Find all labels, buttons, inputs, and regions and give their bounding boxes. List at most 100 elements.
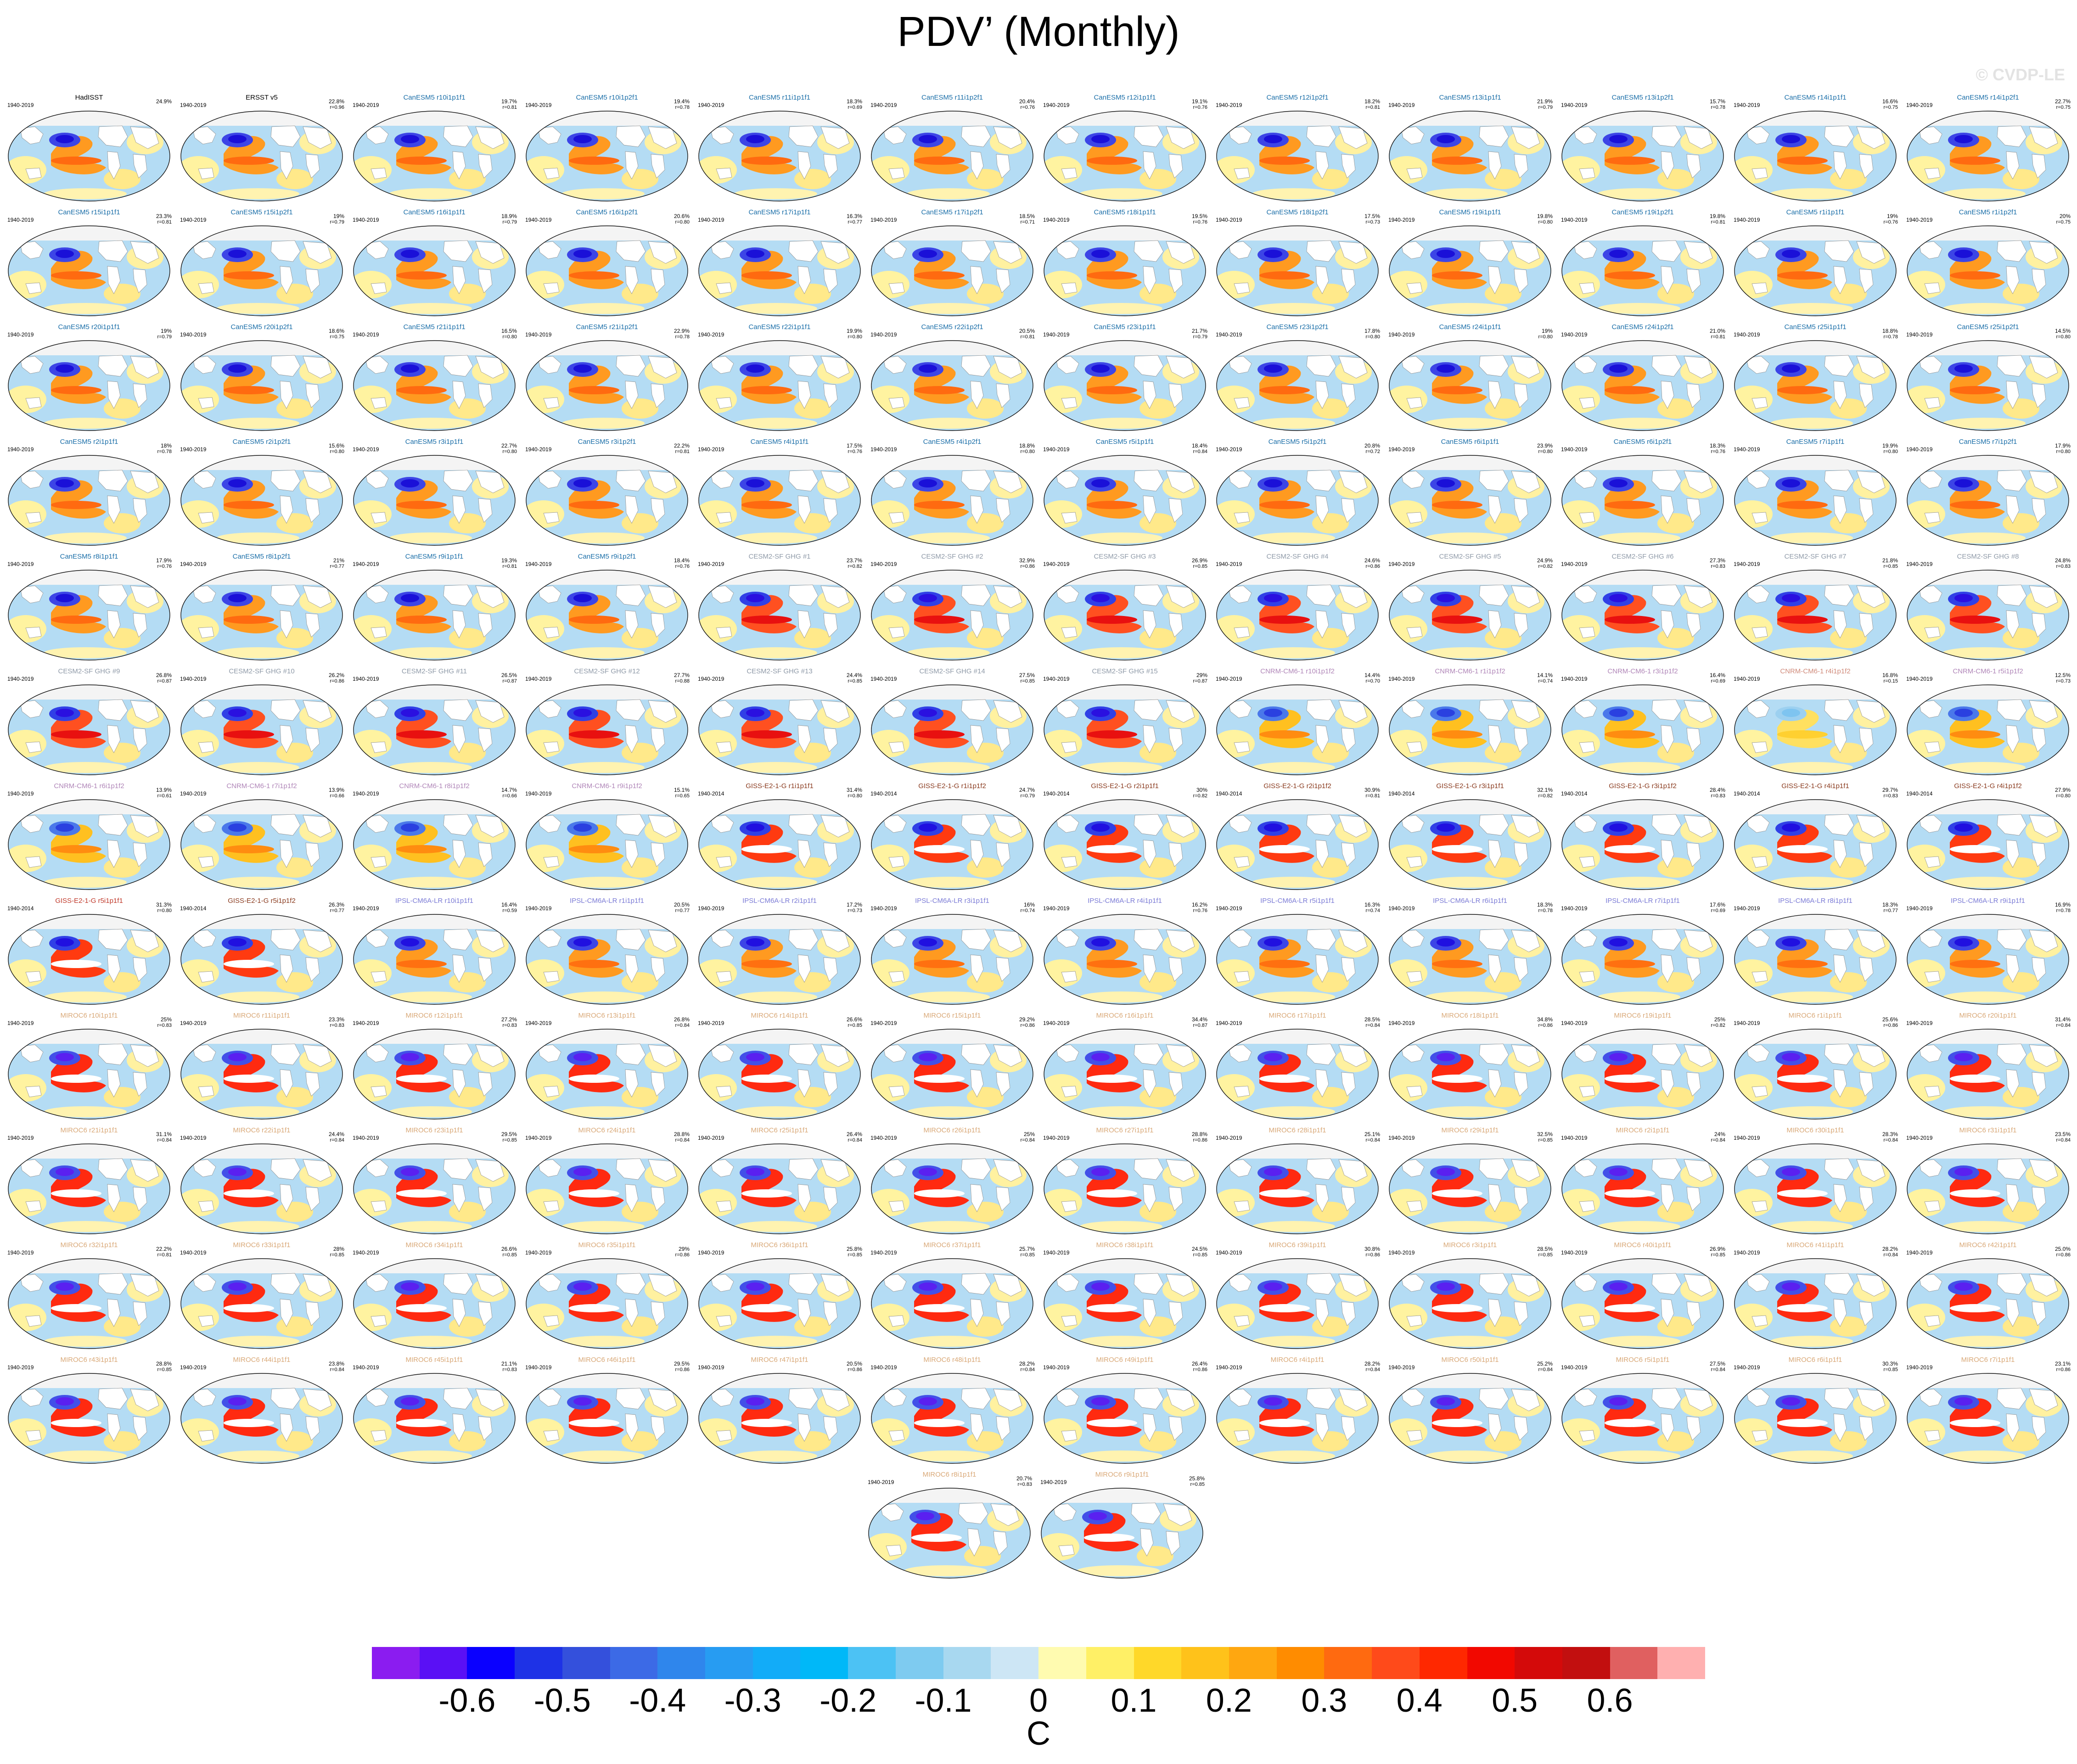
map-panel: MIROC6 r2i1p1f1 1940-2019 24% r=0.84: [1556, 1125, 1729, 1239]
panel-variance-pct: 16.3%: [846, 213, 862, 219]
panel-period: 1940-2014: [7, 905, 34, 912]
panel-pattern-correlation: r=0.81: [502, 105, 517, 110]
pdv-map: [1216, 684, 1379, 775]
panel-pattern-correlation: r=0.85: [1193, 564, 1208, 569]
map-panel: CanESM5 r12i1p1f1 1940-2019 19.1% r=0.76: [1038, 92, 1211, 207]
panel-period: 1940-2019: [1561, 1364, 1588, 1371]
panel-variance-pct: 31.1%: [156, 1131, 172, 1137]
panel-variance-pct: 18.6%: [328, 328, 344, 334]
panel-name: CanESM5 r19i1p1f1: [1439, 208, 1501, 216]
panel-name: CanESM5 r24i1p2f1: [1611, 323, 1674, 331]
map-panel: CanESM5 r13i1p1f1 1940-2019 21.9% r=0.79: [1384, 92, 1556, 207]
panel-pattern-correlation: r=0.75: [2056, 105, 2071, 110]
panel-period: 1940-2019: [1043, 217, 1070, 223]
panel-variance-pct: 28.5%: [1364, 1016, 1380, 1023]
panel-variance-pct: 16.8%: [1882, 672, 1898, 678]
panel-pattern-correlation: r=0.83: [330, 1023, 345, 1028]
map-panel: CESM2-SF GHG #15 1940-2019 29% r=0.87: [1038, 666, 1211, 780]
map-panel: CESM2-SF GHG #9 1940-2019 26.8% r=0.87: [3, 666, 175, 780]
colorbar-box: [562, 1647, 610, 1679]
panel-period: 1940-2019: [1906, 102, 1933, 108]
pdv-map: [871, 1373, 1033, 1464]
panel-name: CESM2-SF GHG #4: [1266, 553, 1329, 560]
map-panel: MIROC6 r50i1p1f1 1940-2019 25.2% r=0.84: [1384, 1354, 1556, 1469]
panel-pattern-correlation: r=0.84: [157, 1137, 172, 1143]
panel-name: CESM2-SF GHG #8: [1957, 553, 2019, 560]
panel-period: 1940-2019: [180, 217, 207, 223]
map-panel: MIROC6 r7i1p1f1 1940-2019 23.1% r=0.86: [1902, 1354, 2074, 1469]
panel-variance-pct: 21.8%: [1882, 557, 1898, 564]
panel-name: CanESM5 r21i1p2f1: [576, 323, 638, 331]
panel-period: 1940-2019: [1906, 676, 1933, 682]
panel-period: 1940-2019: [1734, 676, 1760, 682]
panel-pattern-correlation: r=0.76: [848, 449, 863, 454]
pdv-map: [1216, 1373, 1379, 1464]
panel-name: IPSL-CM6A-LR r1i1p1f1: [570, 897, 644, 905]
panel-variance-pct: 22.9%: [674, 328, 690, 334]
panel-name: MIROC6 r40i1p1f1: [1614, 1241, 1672, 1249]
panel-variance-pct: 27.9%: [2055, 787, 2071, 793]
panel-pattern-correlation: r=0.85: [848, 1023, 863, 1028]
map-panel: GISS-E2-1-G r2i1p1f2 1940-2014 30.9% r=0.81: [1211, 780, 1384, 895]
panel-pattern-correlation: r=0.84: [1711, 1137, 1726, 1143]
panel-name: MIROC6 r49i1p1f1: [1096, 1356, 1154, 1364]
panel-name: MIROC6 r26i1p1f1: [923, 1126, 981, 1134]
map-panel: IPSL-CM6A-LR r8i1p1f1 1940-2019 18.3% r=0.7…: [1729, 895, 1902, 1010]
map-panel: MIROC6 r33i1p1f1 1940-2019 28% r=0.85: [175, 1239, 348, 1354]
panel-name: MIROC6 r28i1p1f1: [1269, 1126, 1326, 1134]
panel-pattern-correlation: r=0.81: [1365, 105, 1381, 110]
panel-name: HadISST: [75, 94, 103, 101]
panel-period: 1940-2019: [525, 1249, 552, 1256]
panel-period: 1940-2019: [1734, 446, 1760, 453]
panel-period: 1940-2019: [1040, 1479, 1067, 1485]
panel-variance-pct: 29.2%: [1019, 1016, 1035, 1023]
pdv-map: [180, 225, 343, 316]
pdv-map: [353, 1258, 516, 1349]
panel-pattern-correlation: r=0.84: [2056, 1137, 2071, 1143]
panel-pattern-correlation: r=0.77: [1883, 908, 1898, 913]
pdv-map: [1734, 914, 1897, 1005]
panel-variance-pct: 18.9%: [501, 213, 517, 219]
panel-period: 1940-2014: [1734, 790, 1760, 797]
panel-period: 1940-2019: [698, 331, 724, 338]
panel-pattern-correlation: r=0.86: [1883, 1023, 1898, 1028]
pdv-map: [1907, 111, 2069, 202]
pdv-map: [1389, 1143, 1551, 1234]
panel-name: GISS-E2-1-G r1i1p1f1: [746, 782, 814, 790]
panel-name: MIROC6 r42i1p1f1: [1959, 1241, 2017, 1249]
panel-name: CNRM-CM6-1 r6i1p1f2: [54, 782, 124, 790]
pdv-map: [698, 1373, 861, 1464]
map-panel: CanESM5 r24i1p1f1 1940-2019 19% r=0.80: [1384, 321, 1556, 436]
panel-name: MIROC6 r2i1p1f1: [1616, 1126, 1670, 1134]
panel-period: 1940-2019: [1043, 1020, 1070, 1026]
panel-name: CanESM5 r4i1p2f1: [923, 438, 982, 446]
panel-name: IPSL-CM6A-LR r4i1p1f1: [1088, 897, 1162, 905]
pdv-map: [1044, 570, 1206, 661]
map-panel: CanESM5 r1i1p2f1 1940-2019 20% r=0.75: [1902, 207, 2074, 321]
pdv-map: [871, 799, 1033, 890]
pdv-map: [1216, 570, 1379, 661]
panel-pattern-correlation: r=0.84: [2056, 1023, 2071, 1028]
panel-name: CNRM-CM6-1 r5i1p1f2: [1953, 667, 2023, 675]
map-panel: CanESM5 r15i1p2f1 1940-2019 19% r=0.79: [175, 207, 348, 321]
panel-pattern-correlation: r=0.78: [1538, 908, 1553, 913]
colorbar-ticks: -0.6 -0.5 -0.4 -0.3 -0.2 -0.1 0 0.1 0.2 0.3 0.4 0.5…: [0, 1682, 2077, 1719]
map-panel: MIROC6 r47i1p1f1 1940-2019 20.5% r=0.86: [693, 1354, 866, 1469]
panel-variance-pct: 19.5%: [1191, 213, 1207, 219]
pdv-map: [871, 914, 1033, 1005]
panel-variance-pct: 26.3%: [328, 902, 344, 908]
panel-period: 1940-2014: [1561, 790, 1588, 797]
panel-period: 1940-2019: [1561, 561, 1588, 567]
panel-pattern-correlation: r=0.79: [1020, 793, 1035, 799]
map-panel: GISS-E2-1-G r5i1p1f2 1940-2014 26.3% r=0.77: [175, 895, 348, 1010]
panel-variance-pct: 16.5%: [501, 328, 517, 334]
panel-period: 1940-2019: [7, 790, 34, 797]
panel-variance-pct: 23.9%: [1537, 442, 1553, 449]
panel-period: 1940-2014: [1043, 790, 1070, 797]
panel-period: 1940-2019: [353, 905, 379, 912]
panel-name: MIROC6 r45i1p1f1: [405, 1356, 463, 1364]
panel-variance-pct: 32.1%: [1537, 787, 1553, 793]
panel-pattern-correlation: r=0.80: [157, 908, 172, 913]
pdv-map: [1561, 684, 1724, 775]
panel-name: MIROC6 r30i1p1f1: [1786, 1126, 1844, 1134]
